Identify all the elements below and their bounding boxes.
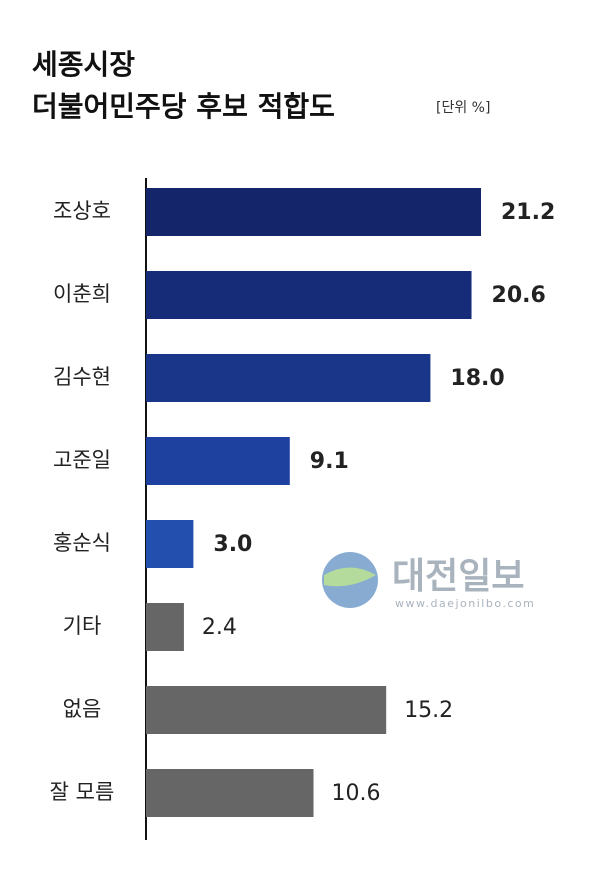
bar xyxy=(146,603,184,651)
category-label: 조상호 xyxy=(53,199,111,223)
category-label: 김수현 xyxy=(53,365,111,389)
category-label: 홍순식 xyxy=(53,531,111,555)
value-label: 21.2 xyxy=(501,200,555,225)
category-label: 없음 xyxy=(63,697,102,721)
category-label: 잘 모름 xyxy=(50,780,115,804)
watermark: 대전일보 www.daejonilbo.com xyxy=(322,552,535,610)
category-label: 기타 xyxy=(63,614,102,638)
value-label: 20.6 xyxy=(492,283,546,308)
value-label: 15.2 xyxy=(404,698,453,723)
category-label: 고준일 xyxy=(53,448,111,472)
value-label: 9.1 xyxy=(310,449,349,474)
value-label: 2.4 xyxy=(202,615,237,640)
chart-title: 더불어민주당 후보 적합도 xyxy=(32,90,335,123)
watermark-logo xyxy=(324,567,376,587)
bar xyxy=(146,271,472,319)
bar xyxy=(146,354,431,402)
category-label: 이춘희 xyxy=(53,282,111,306)
watermark-url: www.daejonilbo.com xyxy=(395,597,535,610)
bar xyxy=(146,520,194,568)
chart-title: 세종시장 xyxy=(32,48,135,81)
bar xyxy=(146,437,290,485)
unit-note: [단위 %] xyxy=(436,100,490,116)
value-label: 18.0 xyxy=(450,366,504,391)
watermark-text: 대전일보 xyxy=(392,556,524,597)
bar xyxy=(146,188,481,236)
bar xyxy=(146,769,314,817)
value-label: 3.0 xyxy=(213,532,252,557)
bar xyxy=(146,686,387,734)
value-label: 10.6 xyxy=(332,781,381,806)
